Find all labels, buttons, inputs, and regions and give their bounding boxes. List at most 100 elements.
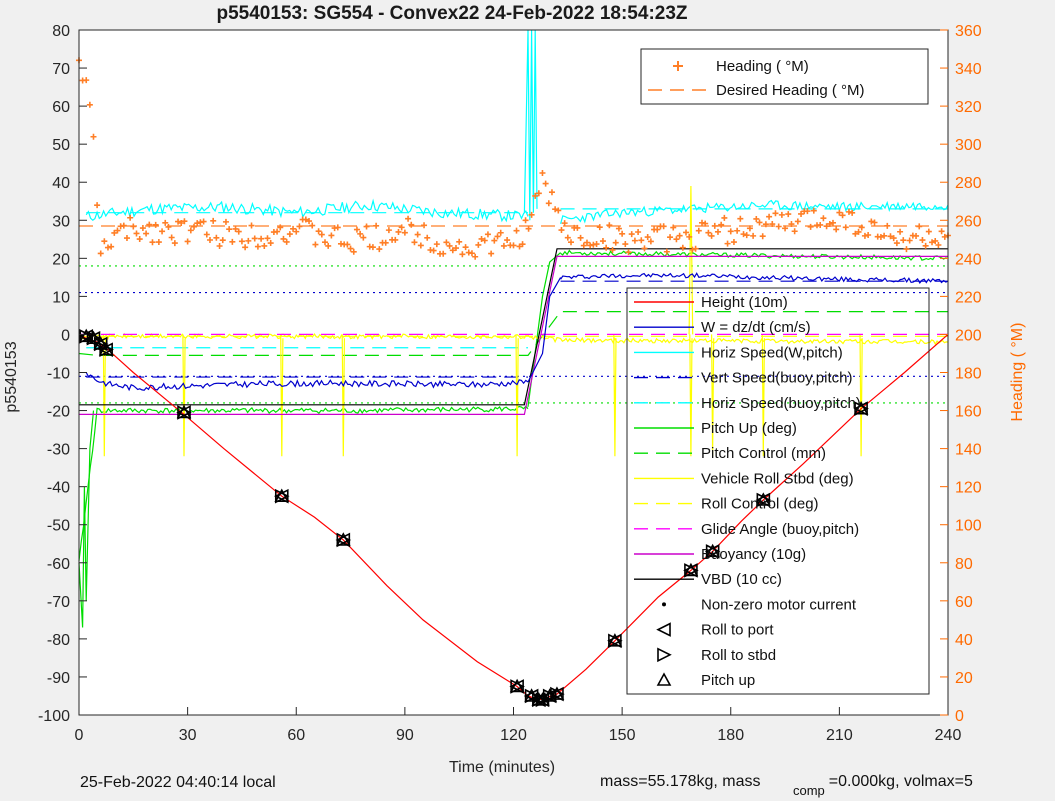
y2-tick-label-0: 0 xyxy=(955,708,964,725)
y2-tick-label-3: 60 xyxy=(955,594,973,611)
y-axis-label: p5540153 xyxy=(3,341,20,412)
marker-roll-stbd-9 xyxy=(532,692,547,708)
legend-main-label-10: Buoyancy (10g) xyxy=(701,546,806,563)
heading-point-245 xyxy=(861,232,868,239)
heading-point-269 xyxy=(938,228,945,235)
y2-tick-label-5: 100 xyxy=(955,518,982,535)
x-tick-label-2: 60 xyxy=(287,727,305,744)
x-tick-label-5: 150 xyxy=(609,727,636,744)
y2-tick-label-13: 260 xyxy=(955,213,982,230)
heading-point-48 xyxy=(232,225,239,232)
heading-point-92 xyxy=(373,222,380,229)
heading-point-185 xyxy=(670,224,677,231)
heading-point-184 xyxy=(667,234,674,241)
heading-point-96 xyxy=(385,227,392,234)
heading-point-247 xyxy=(868,218,875,225)
heading-point-71 xyxy=(306,218,313,225)
x-tick-label-6: 180 xyxy=(717,727,744,744)
heading-point-161 xyxy=(593,241,600,248)
heading-point-15 xyxy=(127,214,134,221)
heading-point-162 xyxy=(596,224,603,231)
heading-point-210 xyxy=(750,232,757,239)
heading-point-122 xyxy=(468,250,475,257)
marker-roll-stbd-7 xyxy=(510,679,525,694)
heading-point-139 xyxy=(522,217,529,224)
y2-tick-label-15: 300 xyxy=(955,137,982,154)
heading-point-198 xyxy=(711,222,718,229)
heading-point-217 xyxy=(772,210,779,217)
heading-point-254 xyxy=(890,235,897,242)
legend-main-label-11: VBD (10 cc) xyxy=(701,571,782,588)
heading-point-63 xyxy=(280,235,287,242)
heading-point-75 xyxy=(318,231,325,238)
marker-roll-stbd-10 xyxy=(535,692,551,708)
y2-tick-label-12: 240 xyxy=(955,251,982,268)
x-tick-label-8: 240 xyxy=(935,727,962,744)
heading-point-24 xyxy=(155,239,162,246)
heading-point-4 xyxy=(90,133,97,140)
y2-tick-label-18: 360 xyxy=(955,23,982,40)
heading-point-187 xyxy=(676,232,683,239)
heading-point-102 xyxy=(405,215,412,222)
y-tick-label-7: -30 xyxy=(47,442,70,459)
heading-point-257 xyxy=(900,237,907,244)
heading-point-49 xyxy=(235,228,242,235)
heading-point-241 xyxy=(849,209,856,216)
heading-point-192 xyxy=(692,245,699,252)
heading-point-248 xyxy=(871,219,878,226)
series-w-down xyxy=(85,372,529,392)
heading-point-65 xyxy=(286,231,293,238)
series-pitch-up-initial xyxy=(78,410,95,628)
heading-point-142 xyxy=(532,192,539,199)
legend-heading: Heading ( °M) Desired Heading ( °M) xyxy=(640,48,929,105)
heading-point-27 xyxy=(165,223,172,230)
heading-point-194 xyxy=(698,219,705,226)
roll-spike-3 xyxy=(341,334,345,457)
series-horiz-speed-up xyxy=(560,199,949,224)
heading-point-137 xyxy=(516,243,523,250)
heading-point-67 xyxy=(293,228,300,235)
heading-point-202 xyxy=(724,240,731,247)
heading-point-212 xyxy=(756,219,763,226)
heading-point-173 xyxy=(631,237,638,244)
marker-pitch-up-0 xyxy=(78,328,94,343)
heading-point-83 xyxy=(344,241,351,248)
legend-main-swatch-13 xyxy=(656,622,671,637)
heading-point-2 xyxy=(83,77,90,84)
heading-point-101 xyxy=(401,229,408,236)
heading-point-115 xyxy=(446,242,453,249)
y-tick-label-13: 30 xyxy=(52,213,70,230)
heading-point-176 xyxy=(641,245,648,252)
heading-point-46 xyxy=(226,226,233,233)
heading-point-206 xyxy=(737,215,744,222)
y-tick-label-1: -90 xyxy=(47,670,70,687)
y-tick-label-4: -60 xyxy=(47,556,70,573)
heading-point-78 xyxy=(328,232,335,239)
heading-point-29 xyxy=(171,240,178,247)
heading-point-143 xyxy=(535,190,542,197)
heading-point-66 xyxy=(290,225,297,232)
heading-point-175 xyxy=(638,237,645,244)
heading-point-116 xyxy=(449,247,456,254)
heading-point-18 xyxy=(136,236,143,243)
y2-axis-label: Heading ( °M) xyxy=(1009,323,1026,422)
marker-pitch-up-3 xyxy=(98,341,114,356)
y-tick-label-9: -10 xyxy=(47,366,70,383)
heading-point-52 xyxy=(245,237,252,244)
heading-point-223 xyxy=(791,228,798,235)
heading-point-135 xyxy=(510,242,517,249)
heading-point-31 xyxy=(178,220,185,227)
footer-local-time: 25-Feb-2022 04:40:14 local xyxy=(80,774,276,791)
heading-point-208 xyxy=(743,232,750,239)
footer-mass-rest: =0.000kg, volmax=5 xyxy=(828,773,973,790)
heading-point-53 xyxy=(248,222,255,229)
heading-point-158 xyxy=(583,239,590,246)
heading-point-218 xyxy=(775,223,782,230)
heading-point-9 xyxy=(108,243,115,250)
heading-point-237 xyxy=(836,209,843,216)
heading-point-266 xyxy=(929,239,936,246)
heading-point-240 xyxy=(845,208,852,215)
legend-main-label-6: Pitch Control (mm) xyxy=(701,445,826,462)
heading-point-141 xyxy=(528,211,535,218)
heading-point-203 xyxy=(727,228,734,235)
